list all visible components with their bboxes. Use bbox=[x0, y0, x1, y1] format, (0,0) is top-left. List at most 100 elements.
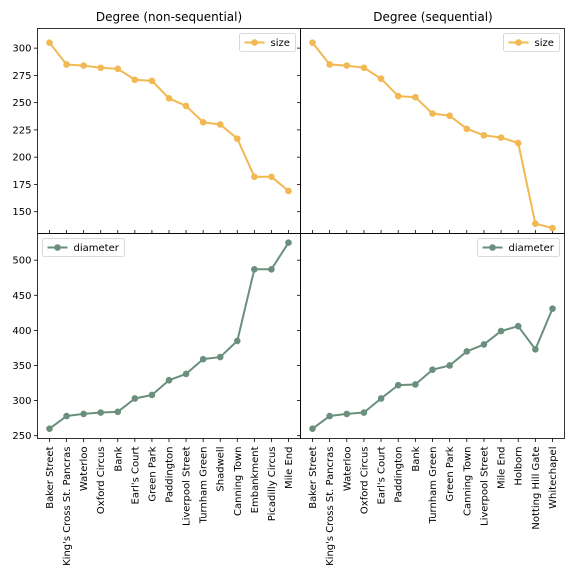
x-tick-label: Baker Street bbox=[45, 446, 56, 508]
legend: diameter bbox=[42, 238, 125, 257]
legend: size bbox=[239, 33, 296, 52]
y-tick-label: 400 bbox=[12, 326, 31, 337]
x-tick-label: Paddington bbox=[165, 447, 176, 503]
data-point-diameter bbox=[429, 366, 436, 373]
data-point-size bbox=[251, 173, 258, 181]
x-tick-label: Green Park bbox=[147, 446, 158, 501]
data-point-size bbox=[285, 187, 292, 195]
data-point-diameter bbox=[480, 341, 488, 348]
legend-box bbox=[503, 33, 560, 52]
x-tick-label: Earl's Court bbox=[377, 446, 388, 504]
y-tick-label: 350 bbox=[12, 361, 31, 372]
data-point-diameter bbox=[182, 370, 190, 378]
legend-box bbox=[239, 33, 296, 52]
data-point-size bbox=[377, 75, 385, 82]
data-point-diameter bbox=[497, 327, 505, 335]
y-tick-label: 175 bbox=[12, 180, 31, 191]
x-tick-label: Canning Town bbox=[233, 447, 244, 516]
data-point-size bbox=[497, 134, 505, 141]
y-tick-label: 500 bbox=[12, 256, 31, 267]
data-point-diameter bbox=[343, 410, 351, 418]
x-tick-label: King's Cross St. Pancras bbox=[325, 447, 336, 566]
data-point-diameter bbox=[463, 348, 471, 355]
y-tick-label: 300 bbox=[12, 396, 31, 407]
x-tick-label: Whitechapel bbox=[548, 447, 559, 509]
data-point-diameter bbox=[165, 376, 173, 384]
data-point-diameter bbox=[532, 346, 539, 353]
y-tick-label: 225 bbox=[12, 125, 31, 136]
x-tick-label: Liverpool Street bbox=[479, 446, 490, 526]
data-point-diameter bbox=[412, 381, 419, 388]
y-tick-label: 300 bbox=[12, 44, 31, 55]
y-tick-label: 150 bbox=[12, 207, 31, 218]
data-point-diameter bbox=[80, 410, 87, 418]
legend-label: diameter bbox=[74, 243, 120, 254]
data-point-size bbox=[394, 92, 402, 100]
legend-marker bbox=[515, 39, 522, 46]
panel-bottom-right: Baker Street King's Cross St. Pancras Wate… bbox=[297, 233, 565, 566]
x-tick-label: Notting Hill Gate bbox=[531, 447, 542, 530]
data-point-diameter bbox=[285, 239, 292, 246]
x-tick-label: Bank bbox=[113, 446, 124, 471]
x-tick-label: Waterloo bbox=[342, 447, 353, 492]
legend-marker bbox=[489, 244, 496, 251]
panel-top-left: 150 175 200 225 250 275 300 size bbox=[12, 28, 301, 234]
data-point-size bbox=[268, 173, 275, 181]
data-point-size bbox=[480, 132, 488, 139]
y-tick-label: 450 bbox=[12, 291, 31, 302]
x-tick-label: Waterloo bbox=[79, 447, 90, 492]
x-tick-label: Holborn bbox=[514, 447, 525, 486]
legend-marker bbox=[54, 244, 61, 251]
y-tick-label: 250 bbox=[12, 431, 31, 442]
legend-marker bbox=[251, 39, 258, 46]
data-point-size bbox=[532, 220, 539, 227]
data-point-size bbox=[165, 94, 173, 102]
data-point-size bbox=[326, 61, 333, 68]
x-tick-label: Shadwell bbox=[216, 447, 227, 492]
data-point-size bbox=[360, 64, 368, 72]
data-point-diameter bbox=[268, 266, 275, 273]
x-tick-label: King's Cross St. Pancras bbox=[62, 447, 73, 566]
data-point-diameter bbox=[549, 305, 556, 312]
x-tick-label: Baker Street bbox=[308, 446, 319, 508]
x-tick-label: Earl's Court bbox=[130, 446, 141, 504]
x-tick-label: Canning Town bbox=[462, 447, 473, 516]
data-point-size bbox=[46, 39, 53, 46]
y-tick-label: 200 bbox=[12, 153, 31, 164]
data-point-diameter bbox=[251, 266, 258, 273]
data-point-diameter bbox=[97, 409, 105, 416]
y-tick-label: 250 bbox=[12, 98, 31, 109]
x-tick-label: Turnham Green bbox=[428, 447, 439, 525]
data-point-size bbox=[463, 125, 471, 133]
data-point-size bbox=[63, 61, 70, 68]
x-tick-label: Mile End bbox=[284, 447, 295, 490]
legend: diameter bbox=[477, 238, 560, 257]
data-point-size bbox=[514, 139, 522, 147]
legend-label: size bbox=[535, 38, 554, 49]
data-point-size bbox=[216, 121, 224, 128]
data-point-size bbox=[233, 135, 241, 142]
data-point-diameter bbox=[514, 322, 522, 330]
data-point-diameter bbox=[377, 395, 385, 402]
legend: size bbox=[503, 33, 560, 52]
data-point-diameter bbox=[199, 355, 207, 363]
data-point-size bbox=[114, 65, 122, 73]
data-point-size bbox=[199, 118, 207, 126]
data-point-size bbox=[97, 64, 105, 72]
legend-box bbox=[42, 238, 125, 257]
x-tick-label: Bank bbox=[411, 446, 422, 471]
x-tick-label: Mile End bbox=[497, 447, 508, 490]
data-point-diameter bbox=[63, 412, 70, 420]
data-point-size bbox=[429, 110, 436, 117]
data-point-size bbox=[549, 224, 556, 232]
legend-label: diameter bbox=[509, 243, 555, 254]
data-point-diameter bbox=[233, 337, 241, 345]
legend-box bbox=[477, 238, 560, 257]
x-tick-label: Paddington bbox=[394, 447, 405, 503]
data-point-size bbox=[446, 112, 453, 120]
data-point-diameter bbox=[326, 412, 333, 420]
panel-title-top-right: Degree (sequential) bbox=[373, 10, 492, 24]
x-tick-label: Oxford Circus bbox=[96, 447, 107, 515]
